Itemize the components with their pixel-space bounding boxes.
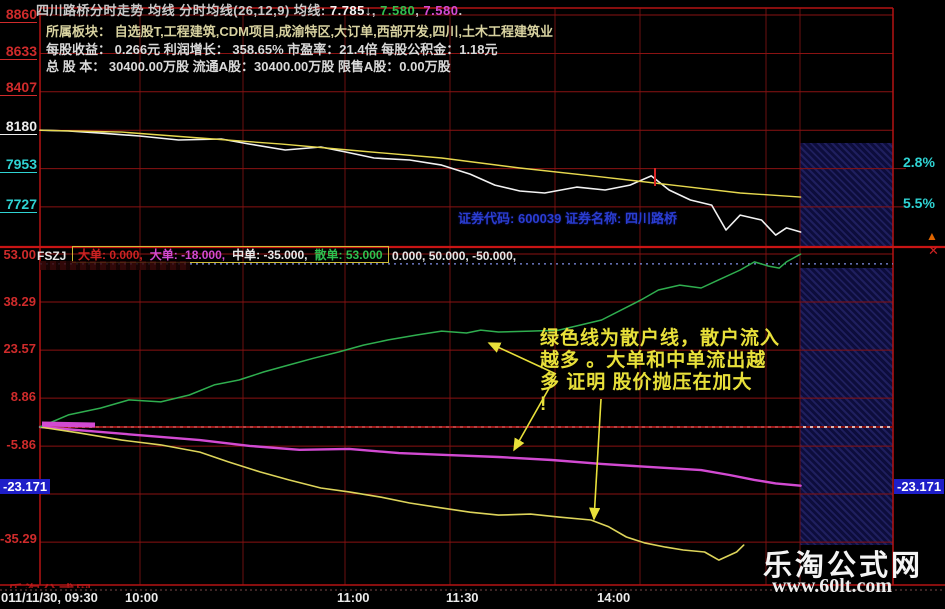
price-tick-prev-close: 8180 bbox=[0, 119, 37, 135]
close-pane-icon[interactable]: ✕ bbox=[928, 243, 939, 258]
scroll-up-icon[interactable]: ▲ bbox=[926, 229, 938, 243]
legend-item: 大单: -18.000, bbox=[150, 246, 225, 263]
watermark-site-name: 乐淘公式网 bbox=[763, 550, 924, 582]
flow-tick: 38.29 bbox=[3, 294, 36, 309]
legend-value: -18.000, bbox=[181, 248, 226, 262]
security-code-label: 证券代码: bbox=[458, 211, 515, 226]
price-tick: 8407 bbox=[0, 80, 37, 96]
illegible-dim-text bbox=[40, 261, 190, 270]
flow-tick: 23.57 bbox=[3, 341, 36, 356]
sep: . bbox=[458, 3, 463, 18]
selection-region-flow-panel bbox=[800, 268, 893, 545]
window-title-row: 四川路桥分时走势 均线 分时均线(26,12,9) 均线: 7.785↓, 7.… bbox=[36, 0, 463, 19]
stock-capital-line: 总 股 本： 30400.00万股 流通A股：30400.00万股 限售A股：0… bbox=[46, 59, 451, 74]
flow-current-value-right: -23.171 bbox=[894, 479, 945, 494]
indicator-name: FSZJ bbox=[37, 249, 67, 263]
legend-label: 大单: bbox=[78, 248, 106, 262]
flow-tick: 8.86 bbox=[10, 389, 36, 404]
security-info: 证券代码: 600039 证券名称: 四川路桥 bbox=[458, 208, 677, 227]
indicator-legend-box: 大单: 0.000, 大单: -18.000, 中单: -35.000, 散单:… bbox=[72, 246, 389, 263]
pct-label: 5.5% bbox=[903, 195, 935, 211]
annotation-line: 多 证明 股价抛压在加大 bbox=[540, 372, 753, 393]
time-label: 11:00 bbox=[337, 590, 370, 605]
time-label: 14:00 bbox=[597, 590, 631, 605]
indicator-params: 0.000, 50.000, -50.000, bbox=[392, 249, 517, 263]
legend-value: 53.000 bbox=[345, 248, 383, 262]
stock-sector-line: 所属板块： 自选股T,工程建筑,CDM项目,成渝特区,大订单,西部开发,四川,土… bbox=[46, 24, 554, 39]
legend-value: 0.000, bbox=[109, 248, 143, 262]
security-name-label: 证券名称: bbox=[564, 211, 622, 226]
price-tick: 8633 bbox=[0, 44, 37, 60]
ma-value-3: 7.580 bbox=[423, 3, 459, 18]
sep: , bbox=[371, 3, 381, 18]
annotation-line: 绿色线为散户线，散户流入 bbox=[540, 328, 781, 349]
selection-region-price-panel bbox=[800, 143, 893, 247]
flow-tick: -5.86 bbox=[6, 437, 36, 452]
sep: , bbox=[415, 3, 424, 18]
pct-label: 2.8% bbox=[903, 154, 935, 170]
legend-item: 中单: -35.000, bbox=[232, 246, 307, 263]
price-tick: 8860 bbox=[0, 7, 37, 23]
legend-value: -35.000, bbox=[263, 248, 308, 262]
flow-current-value-left: -23.171 bbox=[0, 479, 51, 494]
analyst-annotation: 绿色线为散户线，散户流入 越多 。大单和中单流出越 多 证明 股价抛压在加大 ! bbox=[540, 328, 780, 416]
annotation-line: 越多 。大单和中单流出越 bbox=[540, 350, 767, 371]
legend-item: 散单: 53.000 bbox=[315, 246, 383, 263]
watermark-site-url: www.60lt.com bbox=[772, 575, 892, 597]
stock-eps-line: 每股收益： 0.266元 利润增长： 358.65% 市盈率：21.4倍 每股公… bbox=[46, 42, 498, 57]
time-label: 11:30 bbox=[446, 590, 479, 605]
legend-item: 大单: 0.000, bbox=[78, 246, 143, 263]
flow-tick: 53.00 bbox=[3, 247, 36, 262]
annotation-line: ! bbox=[540, 394, 548, 415]
legend-label: 散单: bbox=[314, 248, 343, 262]
indicator-subtitle: 均线 分时均线(26,12,9) 均线: bbox=[148, 3, 326, 18]
security-name: 四川路桥 bbox=[624, 211, 677, 226]
time-label: 10:00 bbox=[125, 590, 159, 605]
legend-label: 中单: bbox=[232, 248, 261, 262]
watermark-ghost: 乐淘公式网 bbox=[8, 580, 93, 588]
security-code: 600039 bbox=[517, 211, 562, 226]
time-label-open: 011/11/30, 09:30 bbox=[1, 590, 98, 605]
legend-label: 大单: bbox=[149, 248, 178, 262]
price-tick: 7953 bbox=[0, 157, 37, 173]
price-tick: 7727 bbox=[0, 197, 37, 213]
page-title: 四川路桥分时走势 bbox=[36, 3, 145, 18]
ma-value-2: 7.580 bbox=[380, 3, 416, 18]
ma-value-1: 7.785↓ bbox=[329, 3, 372, 18]
flow-tick: -35.29 bbox=[0, 531, 37, 546]
